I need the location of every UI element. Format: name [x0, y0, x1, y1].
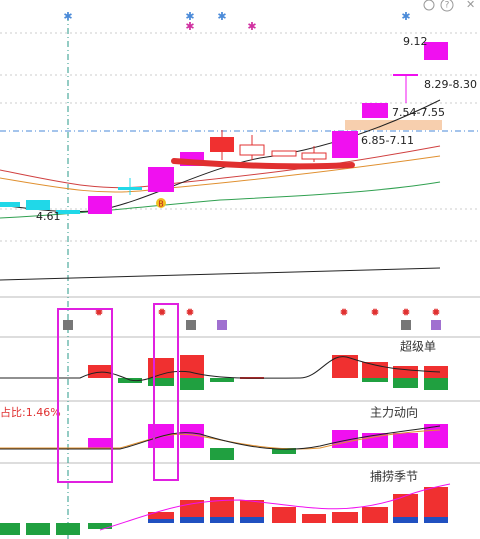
buy-label: B — [158, 200, 164, 209]
svg-text:✹: ✹ — [185, 306, 194, 319]
svg-text:✱: ✱ — [63, 10, 72, 23]
svg-text:✱: ✱ — [185, 20, 194, 33]
svg-text:✱: ✱ — [217, 10, 226, 23]
grid — [0, 15, 480, 539]
svg-text:✹: ✹ — [431, 306, 440, 319]
panel1-bars — [0, 355, 448, 390]
highlight-box — [153, 303, 179, 481]
panel-title: 主力动向 — [370, 405, 418, 420]
highlight-box — [57, 308, 113, 483]
price-label: 9.12 — [403, 35, 428, 48]
price-label: 6.85-7.11 — [361, 134, 414, 147]
price-label: 4.61 — [36, 210, 61, 223]
candles — [0, 42, 448, 214]
svg-text:✹: ✹ — [157, 306, 166, 319]
svg-text:✱: ✱ — [401, 10, 410, 23]
top-markers: ✱ ✱ ✱ ✱ ✱ ✱ ? ✕ — [63, 0, 475, 33]
panel-title: 超级单 — [400, 339, 436, 354]
ratio-label: 占比:1.46% — [0, 405, 61, 419]
svg-text:✱: ✱ — [185, 10, 194, 23]
panel2-bars — [0, 424, 448, 460]
annotation-stroke — [171, 158, 355, 170]
svg-text:✹: ✹ — [401, 306, 410, 319]
svg-text:✹: ✹ — [370, 306, 379, 319]
svg-text:✹: ✹ — [94, 306, 103, 319]
panel3-bars — [0, 483, 451, 535]
price-label: 7.54-7.55 — [392, 106, 445, 119]
buy-marker — [156, 198, 166, 208]
panel-title: 捕捞季节 — [370, 469, 418, 484]
highlight-band — [345, 120, 442, 130]
svg-text:?: ? — [445, 1, 450, 11]
svg-text:✱: ✱ — [247, 20, 256, 33]
price-label: 8.29-8.30 — [424, 78, 477, 91]
svg-text:✹: ✹ — [339, 306, 348, 319]
signal-row: ✹ ✹ ✹ ✹ ✹ ✹ ✹ — [63, 306, 441, 330]
svg-text:✕: ✕ — [466, 0, 475, 11]
